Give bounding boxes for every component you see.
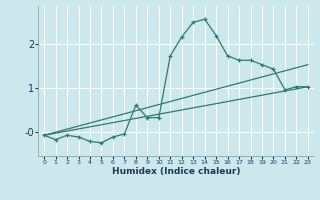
X-axis label: Humidex (Indice chaleur): Humidex (Indice chaleur) <box>112 167 240 176</box>
